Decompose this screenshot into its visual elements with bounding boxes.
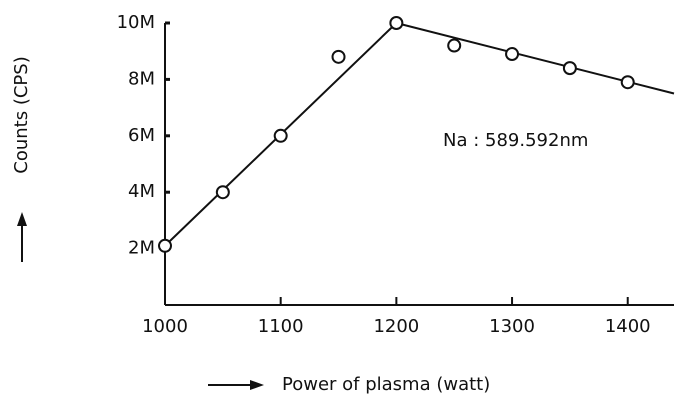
point [505, 47, 520, 62]
point [620, 75, 635, 90]
point [389, 16, 404, 30]
y-tick-label: 10M [117, 12, 155, 33]
x-tick-label: 1200 [373, 316, 419, 337]
fit-line [164, 21, 675, 247]
annotation: Na : 589.592nm [443, 130, 588, 151]
point [215, 185, 230, 200]
x-tick-label: 1000 [142, 316, 188, 337]
y-axis-label: Counts (CPS) [11, 56, 32, 173]
x-tick-label: 1400 [605, 316, 651, 337]
point [447, 38, 462, 53]
point [158, 238, 172, 253]
y-tick-label: 4M [128, 181, 155, 202]
x-tick-label: 1300 [489, 316, 535, 337]
x-arrow [208, 380, 264, 390]
y-tick-label: 8M [128, 68, 155, 89]
point [331, 49, 346, 64]
x-tick-label: 1100 [258, 316, 304, 337]
y-tick-label: 6M [128, 125, 155, 146]
point [562, 61, 577, 76]
x-axis-label: Power of plasma (watt) [282, 374, 490, 395]
y-tick-label: 2M [128, 238, 155, 259]
point [273, 128, 288, 143]
y-arrow [17, 212, 27, 262]
